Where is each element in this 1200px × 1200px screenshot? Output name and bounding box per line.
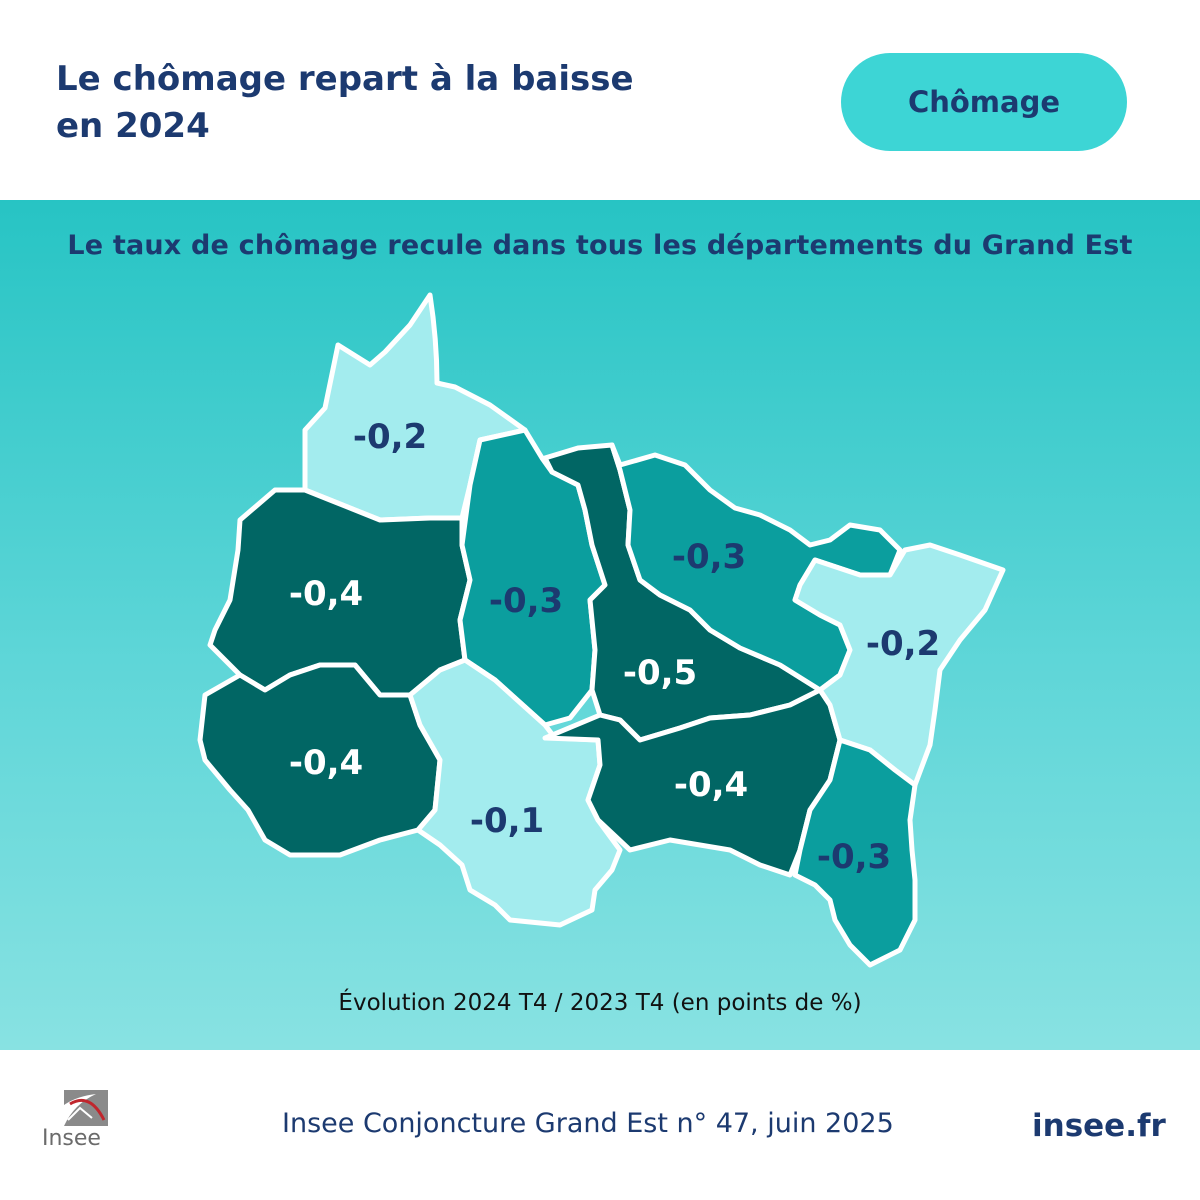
logo-text: Insee bbox=[42, 1126, 101, 1151]
map-caption: Évolution 2024 T4 / 2023 T4 (en points d… bbox=[338, 990, 862, 1016]
grand-est-map: -0,2 -0,4 -0,3 -0,4 -0,1 -0,5 -0,3 -0,4 … bbox=[197, 292, 1006, 968]
map-panel: Le taux de chômage recule dans tous les … bbox=[0, 200, 1200, 1050]
header: Le chômage repart à la baisse en 2024 Ch… bbox=[0, 0, 1200, 200]
region-bas-rhin[interactable] bbox=[792, 542, 1006, 788]
footer: Insee Insee Conjoncture Grand Est n° 47,… bbox=[0, 1050, 1200, 1200]
region-value-label: -0,5 bbox=[623, 653, 697, 693]
region-haute-marne[interactable] bbox=[407, 657, 623, 928]
region-value-label: -0,4 bbox=[289, 574, 363, 614]
page-title-line-1: Le chômage repart à la baisse bbox=[56, 59, 634, 99]
region-value-label: -0,3 bbox=[489, 581, 563, 621]
page-title: Le chômage repart à la baisse en 2024 bbox=[56, 56, 756, 150]
region-value-label: -0,4 bbox=[674, 765, 748, 805]
source-text: Insee Conjoncture Grand Est n° 47, juin … bbox=[282, 1108, 894, 1139]
region-value-label: -0,2 bbox=[866, 624, 940, 664]
region-value-label: -0,3 bbox=[817, 837, 891, 877]
topic-tag-button[interactable]: Chômage bbox=[841, 53, 1127, 151]
region-ardennes[interactable] bbox=[302, 292, 528, 523]
region-value-label: -0,1 bbox=[470, 801, 544, 841]
insee-logo-icon bbox=[46, 1090, 108, 1126]
region-value-label: -0,4 bbox=[289, 743, 363, 783]
site-link[interactable]: insee.fr bbox=[1032, 1108, 1166, 1144]
region-value-label: -0,3 bbox=[672, 537, 746, 577]
region-haut-rhin[interactable] bbox=[792, 737, 918, 968]
map-subtitle: Le taux de chômage recule dans tous les … bbox=[67, 230, 1133, 261]
page-title-line-2: en 2024 bbox=[56, 106, 210, 146]
region-value-label: -0,2 bbox=[353, 417, 427, 457]
